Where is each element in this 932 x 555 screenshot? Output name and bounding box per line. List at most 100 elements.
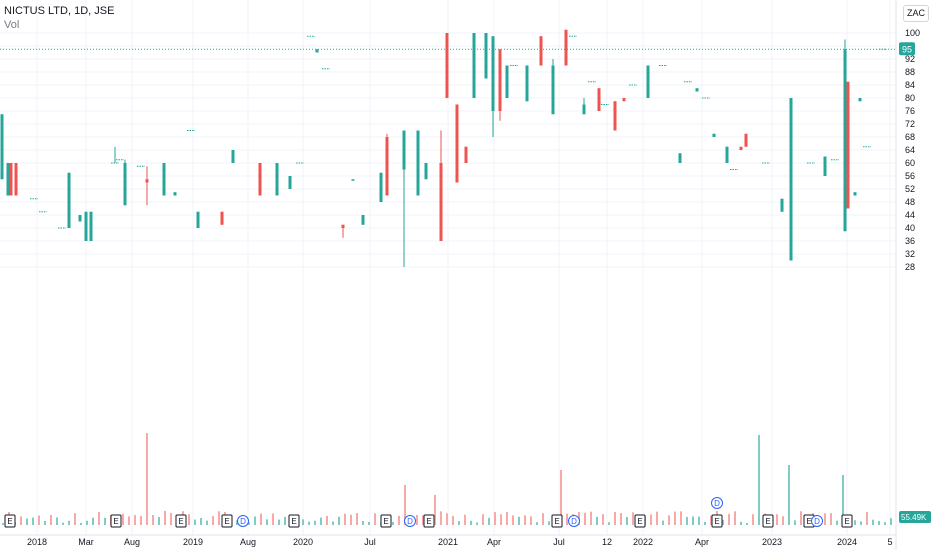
candle[interactable] <box>445 33 449 98</box>
x-tick-label: Jul <box>364 537 376 547</box>
dividend-marker[interactable]: D <box>404 515 416 527</box>
dividend-marker[interactable]: D <box>568 515 580 527</box>
candle[interactable] <box>361 215 365 225</box>
candle[interactable] <box>424 163 428 180</box>
candle-body <box>78 215 82 222</box>
candle[interactable] <box>843 39 847 232</box>
candle[interactable] <box>472 33 476 98</box>
candle[interactable] <box>678 153 682 163</box>
candle-body <box>84 211 88 241</box>
earnings-marker[interactable]: E <box>221 514 233 528</box>
dividend-marker[interactable]: D <box>237 515 249 527</box>
candle-body <box>613 101 617 131</box>
candle[interactable] <box>67 172 71 228</box>
candle-body <box>379 172 383 202</box>
candle[interactable] <box>379 172 383 202</box>
earnings-marker[interactable]: E <box>4 514 16 528</box>
dividend-marker[interactable]: D <box>711 497 723 509</box>
candle[interactable] <box>597 88 601 111</box>
candle[interactable] <box>646 65 650 99</box>
candle[interactable] <box>385 133 389 196</box>
currency-badge[interactable]: ZAC <box>903 5 929 22</box>
earnings-marker-label: E <box>554 517 559 526</box>
candle[interactable] <box>402 130 406 268</box>
candle[interactable] <box>853 192 857 196</box>
candle[interactable] <box>739 146 743 150</box>
volume-bar <box>548 521 550 525</box>
earnings-marker[interactable]: E <box>110 514 122 528</box>
candle[interactable] <box>6 163 10 196</box>
candle[interactable] <box>439 130 443 242</box>
earnings-marker[interactable]: E <box>711 514 723 528</box>
candle[interactable] <box>162 163 166 196</box>
earnings-marker[interactable]: E <box>634 514 646 528</box>
candle[interactable] <box>145 166 149 206</box>
candle[interactable] <box>525 65 529 102</box>
candle[interactable] <box>14 163 18 196</box>
candle[interactable] <box>0 114 4 180</box>
candle[interactable] <box>712 133 716 137</box>
candle[interactable] <box>84 211 88 241</box>
earnings-marker[interactable]: E <box>423 514 435 528</box>
candle[interactable] <box>351 179 355 181</box>
candle[interactable] <box>780 198 784 212</box>
candle[interactable] <box>823 156 827 177</box>
earnings-marker[interactable]: E <box>551 514 563 528</box>
candle[interactable] <box>89 211 93 241</box>
dividend-marker[interactable]: D <box>811 515 823 527</box>
candle[interactable] <box>416 130 420 196</box>
volume-bar <box>128 516 130 525</box>
candle[interactable] <box>455 104 459 183</box>
candle[interactable] <box>725 146 729 163</box>
candle[interactable] <box>858 98 862 102</box>
earnings-marker[interactable]: E <box>175 514 187 528</box>
candle[interactable] <box>491 36 495 137</box>
candle[interactable] <box>288 176 292 189</box>
earnings-marker[interactable]: E <box>841 514 853 528</box>
candle[interactable] <box>789 98 793 261</box>
earnings-marker[interactable]: E <box>762 514 774 528</box>
candle[interactable] <box>744 133 748 147</box>
candle-body <box>220 211 224 225</box>
candle[interactable] <box>315 49 319 53</box>
candle[interactable] <box>196 211 200 228</box>
volume-bar <box>836 520 838 525</box>
candle[interactable] <box>275 163 279 196</box>
candle[interactable] <box>173 192 177 196</box>
candle[interactable] <box>846 81 850 209</box>
volume-bar <box>56 517 58 525</box>
candle[interactable] <box>564 29 568 66</box>
volume-bar <box>20 516 22 525</box>
candle[interactable] <box>464 146 468 163</box>
candle[interactable] <box>613 101 617 131</box>
candle[interactable] <box>111 146 119 164</box>
candle[interactable] <box>220 211 224 225</box>
candle[interactable] <box>9 163 13 196</box>
candle[interactable] <box>258 163 262 196</box>
candle-body <box>258 163 262 196</box>
candle[interactable] <box>695 88 699 92</box>
candle-body <box>484 33 488 79</box>
earnings-marker[interactable]: E <box>380 514 392 528</box>
candle[interactable] <box>123 159 127 206</box>
candle-body <box>739 146 743 150</box>
volume-bar <box>560 470 562 525</box>
candle[interactable] <box>484 33 488 79</box>
candle[interactable] <box>498 49 502 121</box>
candle[interactable] <box>582 98 586 115</box>
candle[interactable] <box>341 224 345 238</box>
candle[interactable] <box>551 59 555 115</box>
candle[interactable] <box>539 36 543 66</box>
volume-bar <box>674 511 676 525</box>
y-tick-label: 56 <box>905 171 915 181</box>
candle[interactable] <box>78 215 82 222</box>
candle[interactable] <box>622 98 626 102</box>
volume-bar <box>788 465 790 525</box>
candle[interactable] <box>231 150 235 163</box>
dividend-marker-bg <box>237 515 249 527</box>
candle[interactable] <box>505 65 509 99</box>
volume-bar <box>308 521 310 525</box>
earnings-marker[interactable]: E <box>288 514 300 528</box>
